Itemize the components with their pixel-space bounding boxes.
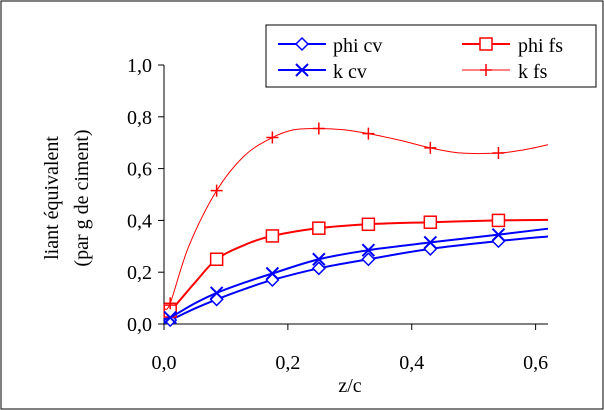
legend-symbol-k-fs [462,64,510,76]
series-phi-fs [163,213,549,318]
legend-entry-phi-fs: phi fs [462,35,563,57]
data-point-k-fs [210,184,223,197]
series-line-k-fs [163,127,549,310]
y-axis-title-line1: liant équivalent [41,136,63,260]
x-tick-label: 0,4 [399,352,424,374]
data-point-k-fs [424,141,437,154]
data-point-phi-fs [361,217,376,232]
legend-entry-k-cv: k cv [278,61,367,83]
legend-marker-k-cv [295,63,309,77]
plot-area [163,65,548,325]
data-point-k-cv [491,227,506,242]
data-point-phi-fs [423,215,438,229]
data-point-k-cv [423,235,438,250]
legend-label-phi-fs: phi fs [518,35,563,57]
y-tick-label: 0,8 [127,107,152,129]
data-point-k-cv [209,286,224,300]
legend-label-phi-cv: phi cv [333,35,382,57]
series-k-fs [163,122,549,310]
data-point-phi-cv [361,252,376,267]
series-layer [163,122,549,328]
y-axis-title: liant équivalent (par g de ciment) [41,129,93,266]
x-tick-label: 0,6 [523,352,548,374]
data-point-phi-fs [265,229,280,243]
legend-label-k-fs: k fs [518,61,548,83]
legend-entry-phi-cv: phi cv [278,35,382,57]
data-point-phi-fs [312,221,326,235]
legend-label-k-cv: k cv [333,61,367,83]
legend-marker-phi-fs [479,37,493,51]
legend-box [265,24,597,88]
y-tick-label: 0,4 [127,210,152,232]
legend: phi cv phi fs k cv k fs [265,24,597,88]
y-tick-label: 0,6 [127,159,152,181]
y-tick-label: 0,2 [127,262,152,284]
x-axis-title: z/c [338,375,361,397]
data-point-k-cv [361,243,376,257]
y-tick-label: 1,0 [127,55,152,77]
data-point-k-fs [266,131,279,144]
data-point-phi-fs [491,213,506,228]
data-point-k-fs [312,122,325,135]
data-point-k-fs [362,127,375,140]
data-point-k-cv [312,252,326,266]
data-point-k-fs [164,297,177,310]
data-point-k-fs [492,147,505,160]
data-point-phi-fs [209,252,224,266]
legend-symbol-phi-cv [278,36,326,52]
data-point-k-cv [163,310,177,325]
legend-entry-k-fs: k fs [462,61,548,83]
legend-symbol-phi-fs [462,37,510,51]
y-axis-ticks: 0,0 0,2 0,4 0,6 0,8 1,0 [127,55,164,336]
legend-symbol-k-cv [278,63,326,77]
data-point-phi-cv [311,261,326,276]
data-point-k-cv [265,266,280,281]
series-k-cv [163,227,549,325]
x-axis-ticks: 0,0 0,2 0,4 0,6 [152,324,548,374]
y-axis-title-line2: (par g de ciment) [71,129,93,266]
legend-marker-k-fs [480,64,492,76]
x-tick-label: 0,2 [275,352,300,374]
x-tick-label: 0,0 [152,352,177,374]
y-tick-label: 0,0 [127,314,152,336]
legend-marker-phi-cv [294,36,310,52]
